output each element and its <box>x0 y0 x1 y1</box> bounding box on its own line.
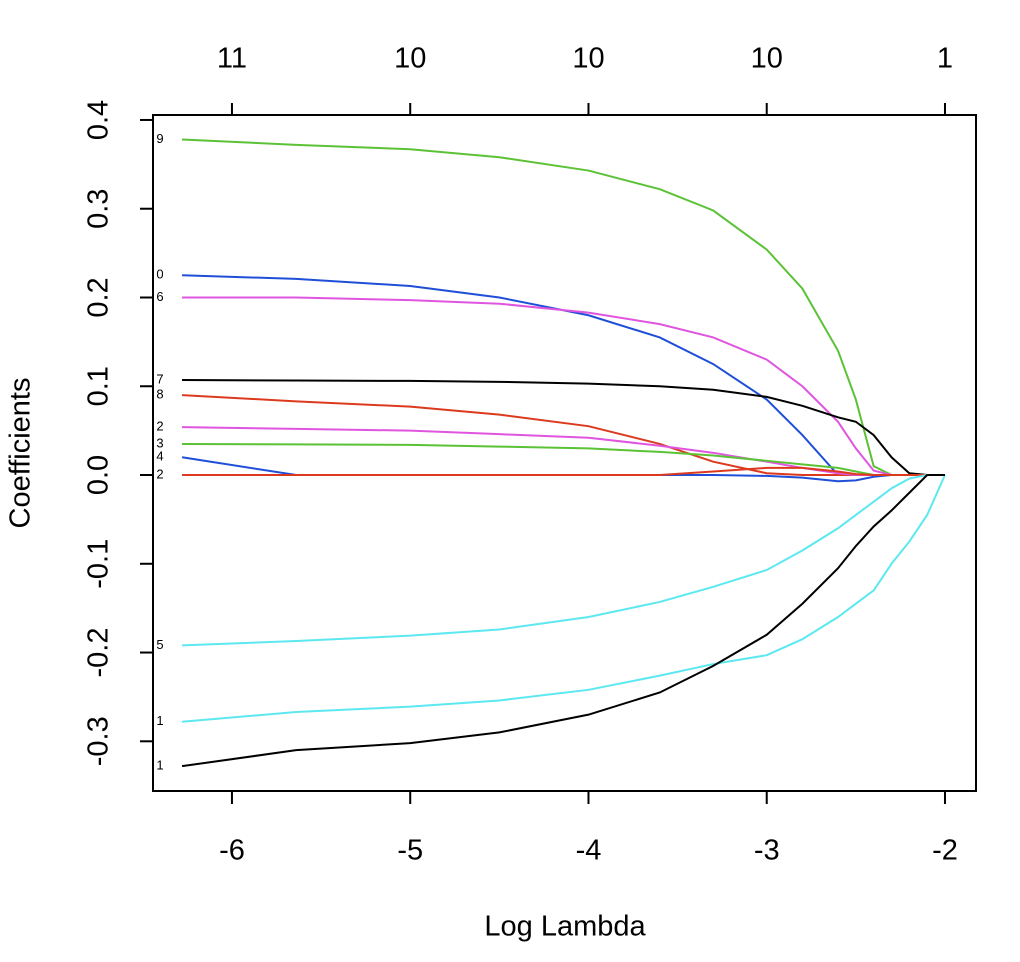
series-label: 8 <box>156 387 163 402</box>
series-line <box>182 394 945 477</box>
x-tick-label: -6 <box>219 835 245 867</box>
series-line <box>181 474 946 723</box>
y-axis-title: Coefficients <box>5 378 37 529</box>
y-tick-label: 0.1 <box>83 366 115 406</box>
plot-frame <box>152 114 977 792</box>
x-axis-title: Log Lambda <box>484 911 646 943</box>
x-tick-label: -3 <box>754 835 780 867</box>
y-tick-label: 0.4 <box>83 100 115 140</box>
x-tick-label: -4 <box>576 835 602 867</box>
series-label: 0 <box>156 267 163 282</box>
series-line <box>182 379 945 477</box>
top-tick-label: 10 <box>751 43 783 75</box>
y-tick-label: 0.2 <box>83 277 115 317</box>
series-label: 1 <box>156 713 163 728</box>
series-label: 3 <box>156 435 163 450</box>
series-label: 6 <box>156 289 163 304</box>
series-label: 9 <box>156 131 163 146</box>
series-line <box>181 474 945 768</box>
series-line <box>182 474 945 647</box>
y-tick-label: -0.3 <box>83 716 115 766</box>
top-tick-label: 11 <box>217 43 247 75</box>
top-tick-label: 10 <box>572 43 604 75</box>
series-label: 5 <box>156 637 163 652</box>
series-line <box>181 456 945 483</box>
series-label: 2 <box>156 419 163 434</box>
series-label: 1 <box>156 758 163 773</box>
y-tick-label: 0.3 <box>83 189 115 229</box>
y-tick-label: -0.2 <box>83 628 115 678</box>
x-tick-label: -5 <box>397 835 423 867</box>
top-tick-label: 10 <box>394 43 426 75</box>
series-line <box>182 138 945 477</box>
series-label: 2 <box>156 466 163 481</box>
series-line <box>182 466 945 477</box>
series-label: 4 <box>156 449 163 464</box>
y-tick-label: 0.0 <box>83 455 115 495</box>
y-tick-label: -0.1 <box>83 539 115 589</box>
x-tick-label: -2 <box>932 835 958 867</box>
top-tick-label: 1 <box>937 43 953 75</box>
series-label: 7 <box>156 371 163 386</box>
